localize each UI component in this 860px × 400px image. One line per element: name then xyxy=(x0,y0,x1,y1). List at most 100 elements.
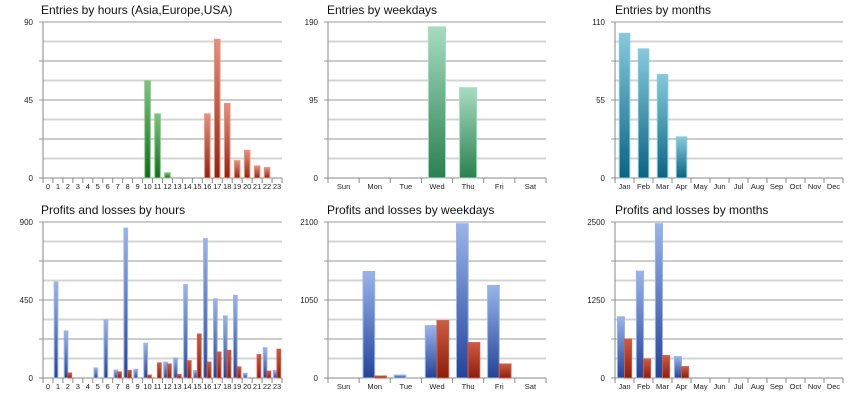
x-tick-label: 9 xyxy=(136,182,140,191)
x-tick-label: 11 xyxy=(154,182,162,191)
x-tick-label: Feb xyxy=(637,182,650,191)
bar-profits-feb xyxy=(635,270,645,379)
chart-entries-by-months: Entries by months 110 55 0 Jan Feb Mar Apr M… xyxy=(592,3,844,191)
gridlines xyxy=(611,21,843,160)
x-tick-label: 22 xyxy=(263,182,271,191)
bar-usa-22 xyxy=(263,167,271,179)
x-tick-label: 6 xyxy=(106,182,110,191)
y-tick-label-max: 900 xyxy=(20,218,34,227)
bar-profits-18 xyxy=(223,315,228,379)
bar-losses-12 xyxy=(167,363,172,379)
bar-profits-15 xyxy=(193,369,198,379)
chart-title: Profits and losses by weekdays xyxy=(327,203,494,217)
x-tick-label: Mon xyxy=(367,382,382,391)
bar-profits-mar xyxy=(654,223,664,379)
bar-profits-6 xyxy=(103,319,109,379)
bar-losses-feb xyxy=(643,358,652,379)
y-tick-label-max: 2500 xyxy=(587,218,605,227)
x-tick-label: 3 xyxy=(76,182,80,191)
x-tick-label: Sep xyxy=(770,382,783,391)
x-tick-label: Sat xyxy=(525,382,537,391)
bar-entries-jan xyxy=(618,32,631,179)
x-tick-label: 5 xyxy=(96,382,100,391)
bar-profits-14 xyxy=(183,284,188,379)
x-tick-label: Tue xyxy=(400,382,413,391)
x-tick-label: Apr xyxy=(676,382,688,391)
bar-usa-20 xyxy=(243,149,251,179)
x-tick-label: Mar xyxy=(656,182,669,191)
x-tick-label: 1 xyxy=(56,382,60,391)
chart-title: Entries by weekdays xyxy=(327,3,437,17)
x-tick-label: 20 xyxy=(243,382,251,391)
x-tick-label: 19 xyxy=(233,382,241,391)
bar-losses-23 xyxy=(276,348,282,379)
bar-profits-mon xyxy=(362,271,376,379)
chart-title: Profits and losses by months xyxy=(615,203,768,217)
chart-profits-losses-by-weekdays: Profits and losses by weekdays 2100 1050… xyxy=(300,203,547,391)
bar-profits-fri xyxy=(487,284,500,379)
x-tick-label: Jan xyxy=(618,182,630,191)
bar-profits-19 xyxy=(233,295,238,379)
x-tick-label: 21 xyxy=(253,182,261,191)
x-tick-label: Thu xyxy=(462,382,475,391)
x-tick-label: 19 xyxy=(233,182,241,191)
x-tick-label: 13 xyxy=(173,182,181,191)
y-tick-label-mid: 45 xyxy=(24,96,33,105)
x-tick-label: 14 xyxy=(183,182,191,191)
x-tick-label: 0 xyxy=(46,182,50,191)
y-tick-label-zero: 0 xyxy=(601,174,606,183)
bar-usa-16 xyxy=(204,113,211,179)
x-tick-label: Wed xyxy=(429,382,444,391)
y-tick-label-zero: 0 xyxy=(601,374,606,383)
y-tick-label-zero: 0 xyxy=(29,374,34,383)
gridlines xyxy=(611,221,843,360)
x-tick-label: 2 xyxy=(66,382,70,391)
x-tick-label: 18 xyxy=(223,382,231,391)
x-tick-label: May xyxy=(693,382,707,391)
bar-profits-9 xyxy=(133,368,139,379)
bar-losses-mar xyxy=(662,355,671,379)
bar-losses-22 xyxy=(266,370,272,379)
bar-entries-feb xyxy=(637,48,650,179)
x-tick-label: Dec xyxy=(827,182,841,191)
x-tick-label: Jan xyxy=(618,382,630,391)
bar-profits-2 xyxy=(63,330,69,379)
bar-losses-10 xyxy=(147,374,152,379)
x-tick-label: Nov xyxy=(808,182,822,191)
x-tick-label: 2 xyxy=(66,182,70,191)
x-tick-label: 7 xyxy=(116,182,120,191)
bar-profits-16 xyxy=(203,238,208,379)
x-tick-label: Sun xyxy=(337,382,350,391)
x-tick-label: 17 xyxy=(213,382,221,391)
chart-title: Entries by months xyxy=(615,3,711,17)
y-tick-label-zero: 0 xyxy=(314,374,319,383)
bar-losses-15 xyxy=(196,333,202,379)
bar-profits-1 xyxy=(53,281,59,379)
bar-losses-16 xyxy=(206,361,212,379)
y-tick-label-zero: 0 xyxy=(314,174,319,183)
x-tick-label: Fri xyxy=(495,382,504,391)
bar-entries-wed xyxy=(427,26,446,179)
x-tick-label: Jul xyxy=(734,182,744,191)
bar-usa-17 xyxy=(214,38,221,179)
bar-losses-17 xyxy=(216,351,222,379)
y-tick-label-mid: 1250 xyxy=(587,296,605,305)
x-tick-label: 4 xyxy=(86,382,90,391)
x-tick-label: Aug xyxy=(751,382,764,391)
x-tick-label: 12 xyxy=(163,382,171,391)
bar-losses-8 xyxy=(127,369,132,379)
x-tick-label: 21 xyxy=(253,382,261,391)
bar-profits-12 xyxy=(163,361,168,379)
x-tick-label: Feb xyxy=(637,382,650,391)
x-tick-label: Mon xyxy=(367,182,382,191)
x-tick-label: 16 xyxy=(203,182,211,191)
bar-profits-20 xyxy=(242,372,248,379)
bar-losses-jan xyxy=(624,338,633,379)
x-tick-label: 4 xyxy=(86,182,90,191)
x-tick-label: 0 xyxy=(46,382,50,391)
x-tick-label: Mar xyxy=(656,382,669,391)
bar-losses-wed xyxy=(436,320,450,379)
x-tick-label: Aug xyxy=(751,182,764,191)
bar-losses-11 xyxy=(157,362,162,379)
